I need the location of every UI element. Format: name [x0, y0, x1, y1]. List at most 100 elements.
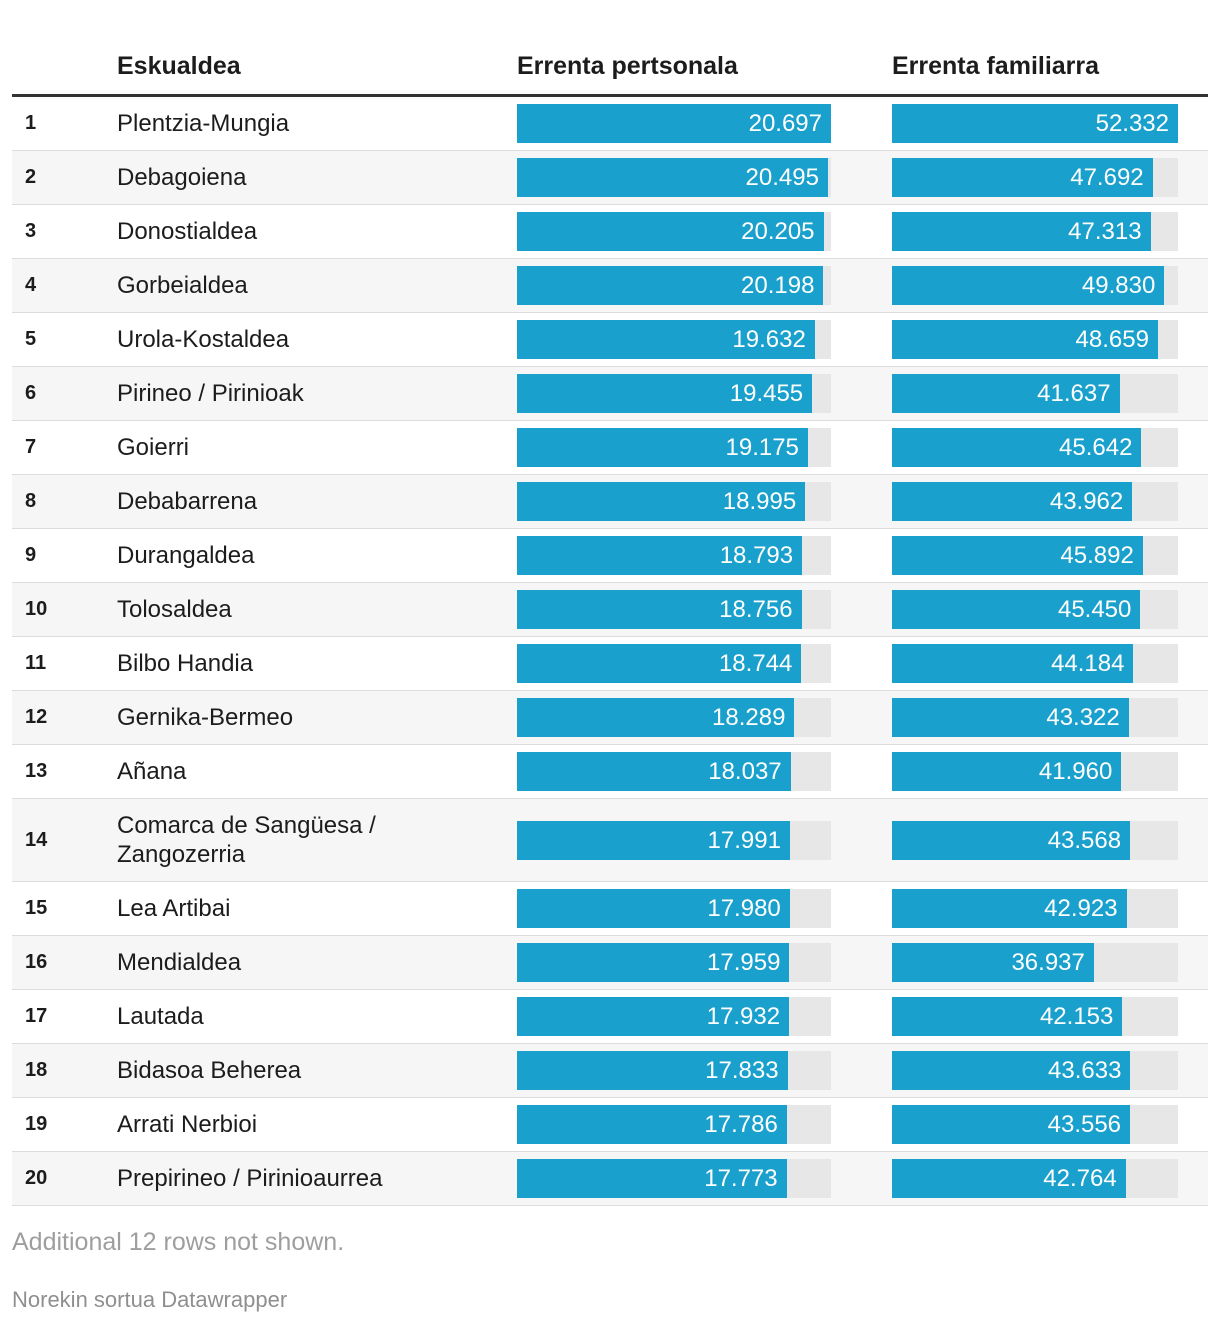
personal-bar: 18.793 [517, 536, 803, 575]
family-bar-track: 43.962 [892, 482, 1178, 521]
personal-bar-track: 20.697 [517, 104, 831, 143]
personal-bar: 18.037 [517, 752, 791, 791]
family-bar: 48.659 [892, 320, 1158, 359]
family-bar-track: 43.322 [892, 698, 1178, 737]
table-row: 6 Pirineo / Pirinioak 19.455 41.637 [12, 367, 1208, 421]
family-bar: 43.962 [892, 482, 1133, 521]
table-row: 13 Añana 18.037 41.960 [12, 745, 1208, 799]
family-bar: 47.313 [892, 212, 1151, 251]
personal-bar-track: 18.037 [517, 752, 831, 791]
family-bar: 36.937 [892, 943, 1094, 982]
row-region: Prepirineo / Pirinioaurrea [117, 1165, 383, 1192]
row-rank: 15 [25, 897, 48, 919]
personal-bar-track: 17.833 [517, 1051, 831, 1090]
family-bar: 41.637 [892, 374, 1120, 413]
row-region: Durangaldea [117, 542, 255, 569]
family-bar: 45.892 [892, 536, 1143, 575]
table-row: 17 Lautada 17.932 42.153 [12, 990, 1208, 1044]
row-rank: 3 [25, 220, 37, 242]
family-bar: 43.568 [892, 820, 1131, 860]
table-row: 2 Debagoiena 20.495 47.692 [12, 151, 1208, 205]
personal-bar: 20.198 [517, 266, 824, 305]
column-header-family: Errenta familiarra [892, 51, 1100, 80]
family-bar: 42.923 [892, 889, 1127, 928]
table-row: 12 Gernika-Bermeo 18.289 43.322 [12, 691, 1208, 745]
table-row: 9 Durangaldea 18.793 45.892 [12, 529, 1208, 583]
personal-bar: 20.697 [517, 104, 831, 143]
personal-bar-track: 19.455 [517, 374, 831, 413]
row-rank: 4 [25, 274, 37, 296]
row-region: Debabarrena [117, 488, 258, 515]
family-bar-track: 41.960 [892, 752, 1178, 791]
personal-bar: 17.773 [517, 1159, 787, 1198]
table-row: 4 Gorbeialdea 20.198 49.830 [12, 259, 1208, 313]
table-header: Eskualdea Errenta pertsonala Errenta fam… [12, 38, 1208, 97]
attribution-prefix: Norekin sortua [12, 1287, 162, 1312]
family-bar-track: 42.153 [892, 997, 1178, 1036]
table-row: 18 Bidasoa Beherea 17.833 43.633 [12, 1044, 1208, 1098]
personal-bar: 17.959 [517, 943, 790, 982]
row-region: Goierri [117, 434, 190, 461]
row-region: Urola-Kostaldea [117, 326, 290, 353]
table-row: 10 Tolosaldea 18.756 45.450 [12, 583, 1208, 637]
family-bar-track: 45.642 [892, 428, 1178, 467]
personal-bar: 17.991 [517, 820, 790, 860]
table-row: 5 Urola-Kostaldea 19.632 48.659 [12, 313, 1208, 367]
family-bar-track: 47.313 [892, 212, 1178, 251]
table-row: 11 Bilbo Handia 18.744 44.184 [12, 637, 1208, 691]
personal-bar: 19.632 [517, 320, 815, 359]
table-body: 1 Plentzia-Mungia 20.697 52.332 2 Debago… [12, 97, 1208, 1206]
row-region: Gorbeialdea [117, 272, 248, 299]
personal-bar: 17.932 [517, 997, 790, 1036]
personal-bar-track: 18.289 [517, 698, 831, 737]
personal-bar-track: 20.495 [517, 158, 831, 197]
personal-bar-track: 18.756 [517, 590, 831, 629]
family-bar-track: 49.830 [892, 266, 1178, 305]
personal-bar: 17.786 [517, 1105, 787, 1144]
row-rank: 13 [25, 760, 48, 782]
row-rank: 5 [25, 328, 37, 350]
row-rank: 2 [25, 166, 37, 188]
family-bar: 52.332 [892, 104, 1178, 143]
family-bar-track: 43.633 [892, 1051, 1178, 1090]
column-header-personal: Errenta pertsonala [517, 51, 738, 80]
personal-bar: 19.175 [517, 428, 808, 467]
row-rank: 17 [25, 1005, 48, 1027]
row-region: Pirineo / Pirinioak [117, 380, 304, 407]
table-row: 7 Goierri 19.175 45.642 [12, 421, 1208, 475]
row-region: Mendialdea [117, 949, 242, 976]
family-bar: 42.153 [892, 997, 1123, 1036]
personal-bar-track: 17.786 [517, 1105, 831, 1144]
family-bar: 47.692 [892, 158, 1153, 197]
family-bar: 43.322 [892, 698, 1129, 737]
personal-bar: 18.995 [517, 482, 806, 521]
datawrapper-link[interactable]: Datawrapper [161, 1287, 288, 1312]
row-rank: 14 [25, 828, 48, 851]
family-bar-track: 43.556 [892, 1105, 1178, 1144]
personal-bar: 18.744 [517, 644, 802, 683]
row-rank: 10 [25, 598, 48, 620]
personal-bar: 19.455 [517, 374, 813, 413]
row-region: Tolosaldea [117, 596, 232, 623]
row-region: Bidasoa Beherea [117, 1057, 302, 1084]
family-bar: 45.642 [892, 428, 1142, 467]
row-rank: 19 [25, 1113, 48, 1135]
personal-bar: 18.756 [517, 590, 802, 629]
row-rank: 16 [25, 951, 48, 973]
personal-bar-track: 18.995 [517, 482, 831, 521]
family-bar-track: 45.892 [892, 536, 1178, 575]
personal-bar-track: 17.980 [517, 889, 831, 928]
family-bar: 43.556 [892, 1105, 1131, 1144]
personal-bar-track: 18.793 [517, 536, 831, 575]
personal-bar-track: 18.744 [517, 644, 831, 683]
row-region: Plentzia-Mungia [117, 110, 290, 137]
family-bar: 45.450 [892, 590, 1141, 629]
personal-bar: 20.495 [517, 158, 828, 197]
row-region: Arrati Nerbioi [117, 1111, 258, 1138]
family-bar-track: 42.923 [892, 889, 1178, 928]
personal-bar-track: 20.198 [517, 266, 831, 305]
row-region: Lea Artibai [117, 895, 231, 922]
family-bar: 42.764 [892, 1159, 1126, 1198]
personal-bar: 17.980 [517, 889, 790, 928]
row-region: Gernika-Bermeo [117, 704, 294, 731]
